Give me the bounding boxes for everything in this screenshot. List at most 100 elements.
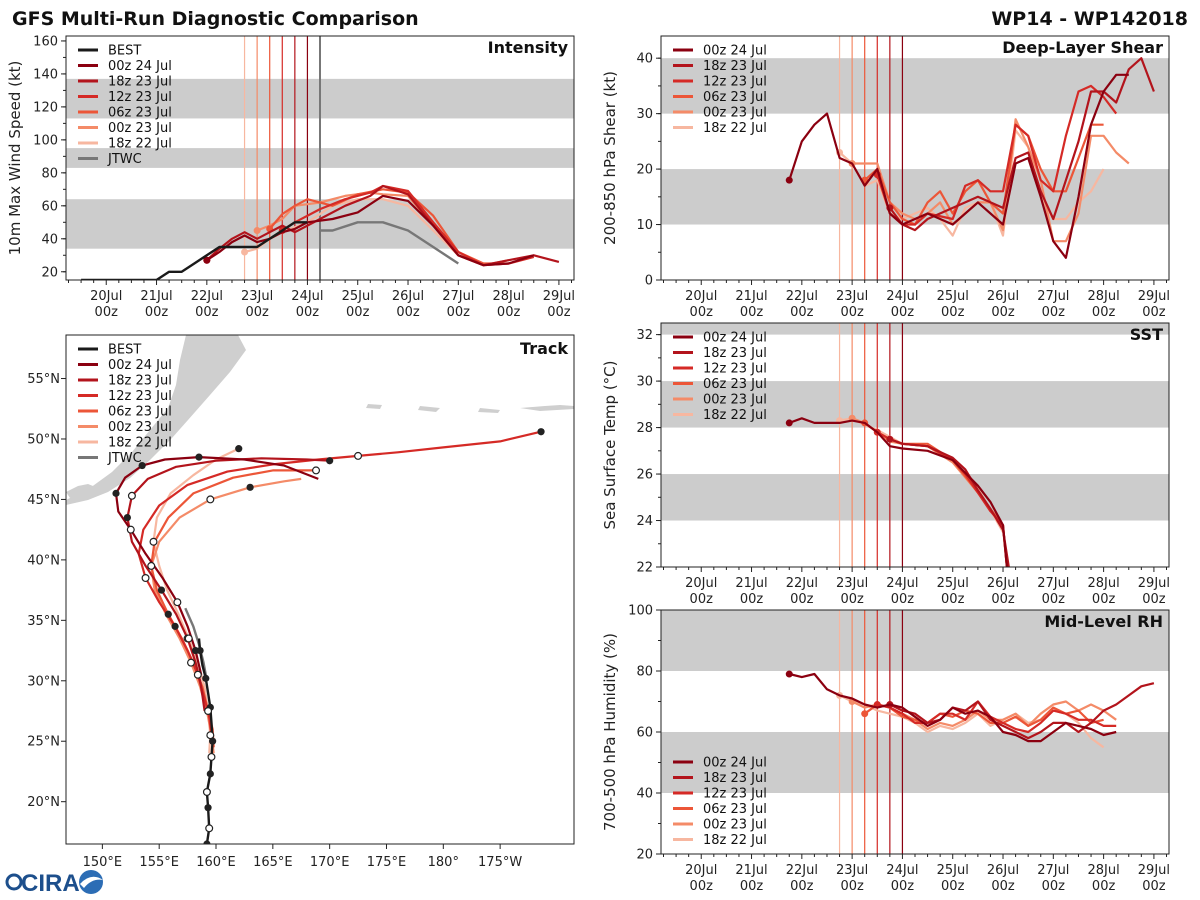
sst-xtick-label-hour: 00z xyxy=(1042,592,1066,607)
intensity-xtick-label-hour: 00z xyxy=(497,305,521,320)
rh-xtick-label-hour: 00z xyxy=(840,879,864,894)
shear-title: Deep-Layer Shear xyxy=(1002,38,1163,57)
intensity-legend-label: BEST xyxy=(108,44,141,59)
shear-panel: 01020304020Jul00z21Jul00z22Jul00z23Jul00… xyxy=(601,35,1170,320)
rh-ylabel: 700-500 hPa Humidity (%) xyxy=(601,633,619,831)
track-title: Track xyxy=(520,339,568,358)
track-point-open-18z-22-jul xyxy=(184,634,193,643)
track-point-filled-00z-24-jul xyxy=(138,461,146,470)
shear-xtick-label: 24Jul xyxy=(886,289,918,304)
track-point-open-00z-23-jul xyxy=(187,658,196,667)
track-legend-label: 00z 23 Jul xyxy=(108,420,172,435)
track-xtick-label: 175°E xyxy=(367,855,407,870)
shear-xtick-label-hour: 00z xyxy=(790,305,814,320)
intensity-ytick-label: 120 xyxy=(33,100,58,115)
intensity-xtick-label: 21Jul xyxy=(140,289,172,304)
sst-ytick-label: 32 xyxy=(636,328,653,343)
intensity-legend-label: 06z 23 Jul xyxy=(108,106,172,121)
shear-xtick-label-hour: 00z xyxy=(1092,305,1116,320)
sst-legend-label: 00z 23 Jul xyxy=(703,393,767,408)
track-point-filled-best xyxy=(204,804,212,812)
sst-init-point-18z-23-jul xyxy=(886,435,894,443)
track-ytick-label: 40°N xyxy=(27,553,60,568)
track-point-open-00z-23-jul xyxy=(206,495,215,504)
intensity-xtick-label-hour: 00z xyxy=(396,305,420,320)
intensity-ytick-label: 40 xyxy=(41,232,58,247)
land-kamchatka-icon xyxy=(66,335,246,505)
intensity-ytick-label: 20 xyxy=(41,265,58,280)
sst-xtick-label-hour: 00z xyxy=(1092,592,1116,607)
rh-xtick-label-hour: 00z xyxy=(740,879,764,894)
shear-legend-label: 00z 24 Jul xyxy=(703,44,767,59)
shear-xtick-label-hour: 00z xyxy=(941,305,965,320)
shear-xtick-label: 22Jul xyxy=(786,289,818,304)
track-point-filled-00z-24-jul xyxy=(112,489,120,497)
shear-ytick-label: 40 xyxy=(636,52,653,67)
rh-legend-label: 12z 23 Jul xyxy=(703,787,767,802)
rh-legend-label: 00z 23 Jul xyxy=(703,818,767,833)
rh-ytick-label: 80 xyxy=(636,665,653,680)
intensity-legend-label: 00z 23 Jul xyxy=(108,121,172,136)
track-legend-label: 18z 22 Jul xyxy=(108,436,172,451)
track-line-00z-23-jul xyxy=(150,477,302,754)
shear-xtick-label: 26Jul xyxy=(987,289,1019,304)
shear-xtick-label: 29Jul xyxy=(1138,289,1170,304)
sst-band-1 xyxy=(661,381,1169,428)
intensity-xtick-label: 27Jul xyxy=(442,289,474,304)
rh-legend-label: 00z 24 Jul xyxy=(703,756,767,771)
rh-init-point-00z-24-jul xyxy=(785,670,793,678)
intensity-legend-label: 18z 22 Jul xyxy=(108,137,172,152)
intensity-xtick-label: 22Jul xyxy=(191,289,223,304)
shear-xtick-label-hour: 00z xyxy=(840,305,864,320)
track-point-filled-00z-23-jul xyxy=(246,483,254,491)
rh-ytick-label: 40 xyxy=(636,787,653,802)
shear-xtick-label-hour: 00z xyxy=(690,305,714,320)
sst-xtick-label-hour: 00z xyxy=(941,592,965,607)
track-point-filled-best xyxy=(203,840,211,844)
intensity-plot-area xyxy=(66,36,574,280)
sst-xtick-label: 26Jul xyxy=(987,576,1019,591)
sst-series-18z-23-jul xyxy=(889,438,1010,567)
sst-ylabel: Sea Surface Temp (°C) xyxy=(601,360,619,529)
track-point-filled-best xyxy=(209,737,217,745)
rh-xtick-label: 22Jul xyxy=(786,863,818,878)
track-line-00z-24-jul xyxy=(114,456,319,675)
land-kurils-icon xyxy=(66,484,98,498)
rh-xtick-label: 28Jul xyxy=(1087,863,1119,878)
track-legend-label: 12z 23 Jul xyxy=(108,389,172,404)
track-point-open-06z-23-jul xyxy=(204,707,213,716)
track-point-filled-06z-23-jul xyxy=(164,610,172,618)
intensity-xtick-label: 26Jul xyxy=(392,289,424,304)
rh-xtick-label-hour: 00z xyxy=(991,879,1015,894)
intensity-xtick-label: 23Jul xyxy=(241,289,273,304)
track-point-open-06z-23-jul xyxy=(147,561,156,570)
shear-ytick-label: 10 xyxy=(636,218,653,233)
rh-xtick-label: 24Jul xyxy=(886,863,918,878)
rh-series-12z-23-jul xyxy=(877,700,1117,734)
rh-xtick-label: 23Jul xyxy=(836,863,868,878)
intensity-init-point-00z-24-jul xyxy=(203,256,211,264)
sst-xtick-label: 29Jul xyxy=(1138,576,1170,591)
sst-xtick-label: 24Jul xyxy=(886,576,918,591)
sst-legend-label: 00z 24 Jul xyxy=(703,331,767,346)
shear-ytick-label: 0 xyxy=(645,274,653,289)
track-point-filled-00z-24-jul xyxy=(191,646,200,655)
intensity-xtick-label-hour: 00z xyxy=(245,305,269,320)
sst-ytick-label: 28 xyxy=(636,421,653,436)
shear-series-06z-23-jul xyxy=(863,123,1104,226)
intensity-title: Intensity xyxy=(488,38,569,57)
rh-legend-label: 18z 23 Jul xyxy=(703,771,767,786)
track-legend-label: 06z 23 Jul xyxy=(108,405,172,420)
track-point-filled-18z-23-jul xyxy=(123,513,131,522)
track-point-filled-00z-24-jul xyxy=(195,453,203,461)
shear-legend-label: 18z 23 Jul xyxy=(703,59,767,74)
intensity-xtick-label: 28Jul xyxy=(492,289,524,304)
shear-legend-label: 18z 22 Jul xyxy=(703,121,767,136)
intensity-ytick-label: 160 xyxy=(33,34,58,49)
track-point-open-best xyxy=(202,788,211,797)
sst-xtick-label: 25Jul xyxy=(937,576,969,591)
rh-init-point-06z-23-jul xyxy=(861,710,869,718)
track-xtick-label: 165°E xyxy=(253,855,293,870)
shear-legend-label: 12z 23 Jul xyxy=(703,75,767,90)
track-panel: 150°E 155°E 160°E 165°E 170°E 175°E 180° 175°W 2… xyxy=(27,334,575,870)
